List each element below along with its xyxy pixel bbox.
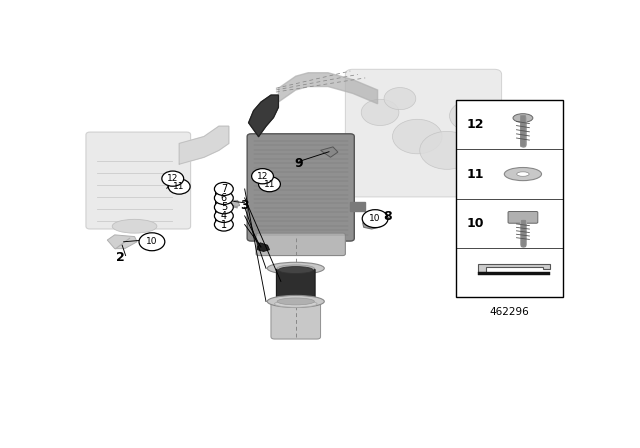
Polygon shape	[108, 235, 137, 249]
FancyBboxPatch shape	[86, 132, 191, 229]
Polygon shape	[478, 271, 550, 275]
Circle shape	[420, 131, 474, 169]
Polygon shape	[227, 200, 240, 207]
Text: 5: 5	[221, 202, 227, 212]
Circle shape	[214, 201, 233, 214]
Ellipse shape	[277, 298, 314, 305]
Circle shape	[214, 209, 233, 223]
Text: 12: 12	[167, 174, 179, 183]
FancyBboxPatch shape	[346, 69, 502, 197]
Text: 2: 2	[116, 251, 125, 264]
FancyBboxPatch shape	[247, 134, 355, 241]
Polygon shape	[363, 220, 381, 229]
Polygon shape	[278, 73, 378, 104]
Text: 11: 11	[173, 182, 185, 191]
Bar	[456, 100, 563, 297]
Circle shape	[384, 87, 416, 110]
Text: 8: 8	[383, 211, 392, 224]
Text: 7: 7	[221, 184, 227, 194]
Text: 9: 9	[294, 157, 303, 170]
FancyBboxPatch shape	[508, 211, 538, 223]
Text: 12: 12	[467, 118, 484, 131]
Circle shape	[252, 168, 273, 184]
Text: 10: 10	[146, 237, 157, 246]
Circle shape	[214, 218, 233, 231]
Circle shape	[259, 177, 280, 192]
Circle shape	[139, 233, 165, 251]
FancyBboxPatch shape	[276, 269, 315, 298]
Ellipse shape	[513, 114, 533, 122]
Circle shape	[214, 182, 233, 195]
Text: 4: 4	[221, 211, 227, 221]
Ellipse shape	[112, 220, 157, 233]
Circle shape	[449, 100, 494, 131]
Polygon shape	[249, 95, 278, 137]
Ellipse shape	[277, 265, 314, 272]
Text: 3: 3	[241, 199, 249, 212]
Polygon shape	[257, 243, 269, 251]
Text: 1: 1	[221, 220, 227, 229]
Circle shape	[214, 191, 233, 204]
FancyBboxPatch shape	[256, 233, 346, 255]
Text: 6: 6	[221, 193, 227, 203]
Polygon shape	[478, 264, 550, 271]
Ellipse shape	[516, 172, 529, 177]
Polygon shape	[350, 202, 365, 211]
Text: 12: 12	[257, 172, 268, 181]
Ellipse shape	[268, 262, 324, 274]
Text: 10: 10	[369, 214, 381, 223]
Circle shape	[462, 151, 492, 171]
Circle shape	[392, 119, 442, 154]
Text: 11: 11	[264, 180, 275, 189]
Polygon shape	[321, 147, 338, 157]
Text: 10: 10	[467, 217, 484, 230]
Circle shape	[168, 179, 190, 194]
Text: 11: 11	[467, 168, 484, 181]
Ellipse shape	[504, 168, 541, 181]
Ellipse shape	[278, 267, 313, 273]
Circle shape	[361, 99, 399, 125]
Ellipse shape	[275, 301, 317, 307]
Polygon shape	[179, 126, 229, 164]
FancyBboxPatch shape	[271, 302, 321, 339]
Circle shape	[362, 210, 388, 228]
Ellipse shape	[268, 295, 324, 307]
Text: 462296: 462296	[490, 306, 529, 317]
Circle shape	[162, 171, 184, 186]
